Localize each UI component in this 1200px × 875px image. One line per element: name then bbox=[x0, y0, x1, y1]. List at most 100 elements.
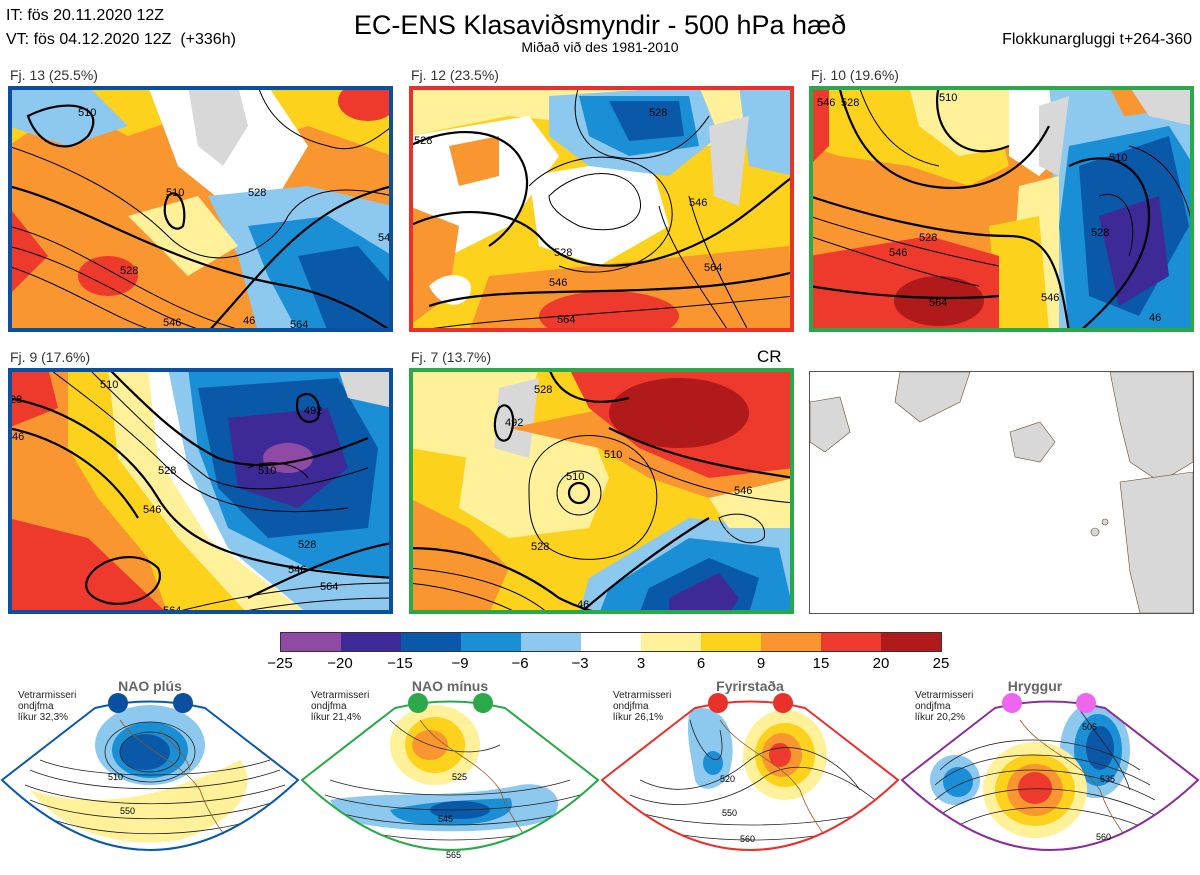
regime-contour-label: 510 bbox=[108, 772, 123, 782]
colorbar-swatch bbox=[281, 633, 341, 651]
contour-label: 46 bbox=[12, 431, 24, 443]
contour-label: 564 bbox=[320, 581, 338, 593]
cluster-label-4: Fj. 9 (17.6%) bbox=[10, 349, 91, 365]
cluster-frame-2 bbox=[409, 86, 794, 332]
regime-contour-label: 550 bbox=[722, 808, 737, 818]
contour-label: 546 bbox=[549, 277, 567, 289]
contour-label: 528 bbox=[534, 384, 552, 396]
contour-label: 510 bbox=[1109, 152, 1127, 164]
colorbar-swatch bbox=[341, 633, 401, 651]
cluster-frame-4 bbox=[8, 368, 393, 614]
colorbar-swatch bbox=[461, 633, 521, 651]
contour-label: 546 bbox=[734, 485, 752, 497]
contour-label: 528 bbox=[554, 247, 572, 259]
regime-title-3: Fyrirstaða bbox=[716, 678, 784, 694]
contour-label: 564 bbox=[704, 262, 722, 274]
regime-contour-label: 545 bbox=[438, 814, 453, 824]
regime-info-2: Vetrarmisseri ondjfma líkur 21,4% bbox=[311, 690, 370, 723]
colorbar-swatch bbox=[401, 633, 461, 651]
colorbar-tick: −6 bbox=[511, 655, 529, 672]
regime-map-3: 520 550 560 bbox=[600, 690, 900, 870]
contour-label: 564 bbox=[163, 605, 181, 614]
colorbar-swatch bbox=[581, 633, 641, 651]
colorbar-tick: −3 bbox=[571, 655, 589, 672]
regime-map-4: 505 535 560 bbox=[900, 690, 1200, 870]
contour-label: 528 bbox=[841, 97, 859, 109]
contour-label: 564 bbox=[929, 297, 947, 309]
issue-time: IT: fös 20.11.2020 12Z bbox=[6, 7, 165, 24]
contour-label: 510 bbox=[566, 471, 584, 483]
contour-label: 510 bbox=[939, 92, 957, 104]
colorbar-swatch bbox=[701, 633, 761, 651]
colorbar-tick: −15 bbox=[387, 655, 413, 672]
cluster-frame-3 bbox=[809, 86, 1194, 332]
cluster-label-3: Fj. 10 (19.6%) bbox=[811, 67, 899, 83]
regime-contour-label: 505 bbox=[1082, 722, 1097, 732]
regime-contour-label: 525 bbox=[452, 772, 467, 782]
contour-label: 528 bbox=[649, 107, 667, 119]
cluster-map-3: 546 528 510 510 528 546 528 564 546 46 bbox=[809, 86, 1194, 332]
contour-label: 28 bbox=[10, 394, 22, 406]
valid-time: VT: fös 04.12.2020 12Z (+336h) bbox=[6, 31, 236, 48]
regime-contour-label: 550 bbox=[120, 806, 135, 816]
cluster-map-4: 28 46 510 492 510 528 546 528 546 564 56… bbox=[8, 368, 393, 614]
colorbar-tick: −25 bbox=[267, 655, 293, 672]
cluster-label-1: Fj. 13 (25.5%) bbox=[10, 67, 98, 83]
colorbar-tick: −9 bbox=[451, 655, 469, 672]
regime-map-1: 510 550 bbox=[0, 690, 300, 870]
regime-contour-label: 560 bbox=[1096, 832, 1111, 842]
colorbar-tick: −20 bbox=[327, 655, 353, 672]
colorbar-tick: 6 bbox=[696, 655, 706, 672]
regime-map-2: 525 545 565 bbox=[300, 690, 600, 870]
contour-label: 510 bbox=[78, 107, 96, 119]
cluster-label-2: Fj. 12 (23.5%) bbox=[411, 67, 499, 83]
contour-label: 546 bbox=[1041, 292, 1059, 304]
colorbar-tick: 3 bbox=[636, 655, 646, 672]
base-map bbox=[809, 371, 1194, 614]
colorbar-swatch bbox=[821, 633, 881, 651]
contour-label: 546 bbox=[163, 317, 181, 329]
contour-label: 528 bbox=[248, 187, 266, 199]
contour-label: 510 bbox=[100, 379, 118, 391]
contour-label: 528 bbox=[531, 541, 549, 553]
cluster-label-5: Fj. 7 (13.7%) bbox=[411, 349, 492, 365]
contour-label: 528 bbox=[298, 539, 316, 551]
page-subtitle: Miðað við des 1981-2010 bbox=[521, 39, 679, 55]
contour-label: 546 bbox=[817, 97, 835, 109]
colorbar-tick: 15 bbox=[812, 655, 830, 672]
regime-info-4: Vetrarmisseri ondjfma líkur 20,2% bbox=[915, 690, 974, 723]
contour-label: 46 bbox=[577, 599, 589, 611]
colorbar-swatch bbox=[881, 633, 941, 651]
colorbar-tick: 20 bbox=[872, 655, 890, 672]
colorbar-swatch bbox=[761, 633, 821, 651]
contour-label: 492 bbox=[304, 405, 322, 417]
regime-contour-label: 535 bbox=[1100, 774, 1115, 784]
contour-label: 528 bbox=[919, 232, 937, 244]
regime-title-1: NAO plús bbox=[118, 678, 182, 694]
cluster-map-1: 510 510 528 528 546 546 46 564 bbox=[8, 86, 393, 332]
contour-label: 528 bbox=[120, 265, 138, 277]
regime-info-1: Vetrarmisseri ondjfma líkur 32,3% bbox=[18, 690, 77, 723]
page-title: EC-ENS Klasaviðsmyndir - 500 hPa hæð bbox=[353, 10, 847, 40]
anomaly-colorbar bbox=[280, 632, 942, 652]
contour-label: 528 bbox=[158, 465, 176, 477]
regime-info-3: Vetrarmisseri ondjfma líkur 26,1% bbox=[613, 690, 672, 723]
classification-window: Flokkunargluggi t+264-360 bbox=[1002, 31, 1192, 48]
contour-label: 510 bbox=[604, 449, 622, 461]
contour-label: 546 bbox=[889, 247, 907, 259]
contour-label: 510 bbox=[166, 187, 184, 199]
cluster-frame-1 bbox=[8, 86, 393, 332]
contour-label: 510 bbox=[258, 465, 276, 477]
contour-label: 528 bbox=[1091, 227, 1109, 239]
cluster-map-2: 528 528 528 546 546 564 564 bbox=[409, 86, 794, 332]
contour-label: 528 bbox=[414, 135, 432, 147]
regime-contour-label: 565 bbox=[446, 850, 461, 860]
colorbar-swatch bbox=[641, 633, 701, 651]
contour-label: 546 bbox=[143, 504, 161, 516]
regime-contour-label: 560 bbox=[740, 834, 755, 844]
colorbar-tick: 9 bbox=[756, 655, 766, 672]
colorbar-tick: 25 bbox=[932, 655, 950, 672]
contour-label: 46 bbox=[1149, 312, 1161, 324]
contour-label: 46 bbox=[243, 315, 255, 327]
contour-label: 564 bbox=[557, 314, 575, 326]
